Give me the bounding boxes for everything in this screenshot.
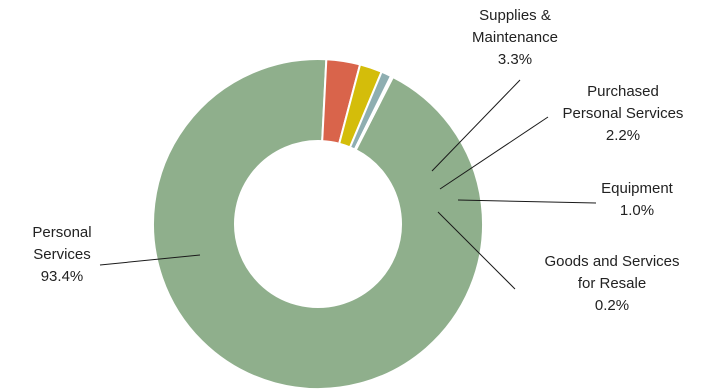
slice-labels: Personal Services 93.4% Supplies & Maintenan… bbox=[32, 7, 683, 314]
slice-name-line: Supplies & bbox=[479, 7, 551, 24]
leader-line-supplies-and-maintenance bbox=[431, 79, 521, 172]
slice-name-line: for Resale bbox=[578, 275, 646, 292]
slice-percent: 3.3% bbox=[498, 51, 532, 68]
slice-name-line: Goods and Services bbox=[544, 253, 679, 270]
slice-personal-services bbox=[152, 58, 484, 389]
slice-percent: 2.2% bbox=[606, 127, 640, 144]
slice-name-line: Purchased bbox=[587, 83, 659, 100]
label-equipment: Equipment 1.0% bbox=[601, 180, 674, 219]
leader-line-personal-services bbox=[99, 254, 201, 266]
slice-goods-and-services-for-resale bbox=[353, 75, 394, 152]
slice-percent: 93.4% bbox=[41, 268, 84, 285]
leader-lines bbox=[99, 79, 597, 290]
leader-line-purchased-personal-services bbox=[439, 116, 549, 190]
slice-name-line: Equipment bbox=[601, 180, 674, 197]
label-personal-services: Personal Services 93.4% bbox=[32, 224, 91, 285]
slice-percent: 0.2% bbox=[595, 297, 629, 314]
leader-line-goods-and-services-for-resale bbox=[437, 211, 516, 290]
slice-name-line: Personal Services bbox=[563, 105, 684, 122]
label-purchased-personal-services: Purchased Personal Services 2.2% bbox=[563, 83, 684, 144]
slice-name-line: Maintenance bbox=[472, 29, 558, 46]
slice-percent: 1.0% bbox=[620, 202, 654, 219]
slice-name-line: Personal bbox=[32, 224, 91, 241]
donut-slices bbox=[152, 58, 484, 389]
slice-name-line: Services bbox=[33, 246, 91, 263]
label-goods-and-services-for-resale: Goods and Services for Resale 0.2% bbox=[544, 253, 679, 314]
label-supplies-and-maintenance: Supplies & Maintenance 3.3% bbox=[472, 7, 558, 68]
leader-line-equipment bbox=[457, 199, 597, 204]
